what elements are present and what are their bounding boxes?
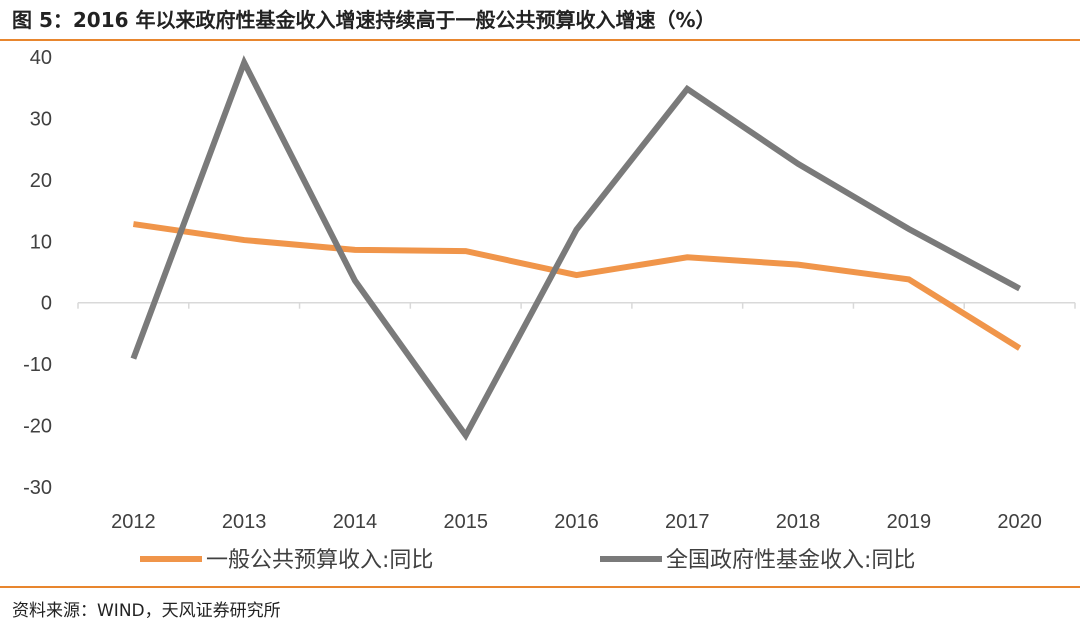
- x-tick-label: 2014: [333, 511, 378, 533]
- x-tick-label: 2019: [887, 511, 932, 533]
- chart-title: 图 5：2016 年以来政府性基金收入增速持续高于一般公共预算收入增速（%）: [12, 8, 716, 32]
- y-tick-label: 10: [30, 231, 52, 253]
- x-tick-label: 2013: [222, 511, 267, 533]
- y-tick-label: 40: [30, 47, 52, 69]
- x-tick-label: 2018: [776, 511, 821, 533]
- legend-label-2: 全国政府性基金收入:同比: [666, 548, 915, 573]
- x-tick-label: 2015: [443, 511, 488, 533]
- source-note: 资料来源：WIND，天风证券研究所: [12, 601, 281, 621]
- y-tick-label: 0: [41, 293, 52, 315]
- y-tick-label: 30: [30, 108, 52, 130]
- y-tick-label: -30: [23, 477, 52, 499]
- x-axis: 2012 2013 2014 2015 2016 2017 2018 2019 2020: [77, 301, 1076, 533]
- series-lines: [130, 55, 1022, 442]
- y-axis-ticks: -30 -20 -10 0 10 20 30 40: [23, 47, 52, 499]
- series-line-2: [130, 55, 1022, 442]
- y-tick-label: -20: [23, 416, 52, 438]
- x-tick-label: 2020: [997, 511, 1042, 533]
- title-divider: [0, 39, 1080, 41]
- x-tick-label: 2017: [665, 511, 710, 533]
- legend-label-1: 一般公共预算收入:同比: [206, 548, 433, 573]
- y-tick-label: -10: [23, 354, 52, 376]
- footer-divider: [0, 586, 1080, 588]
- x-tick-label: 2016: [554, 511, 599, 533]
- y-tick-label: 20: [30, 170, 52, 192]
- x-tick-label: 2012: [111, 511, 156, 533]
- legend: 一般公共预算收入:同比 全国政府性基金收入:同比: [140, 548, 915, 573]
- series-line-1: [132, 221, 1022, 351]
